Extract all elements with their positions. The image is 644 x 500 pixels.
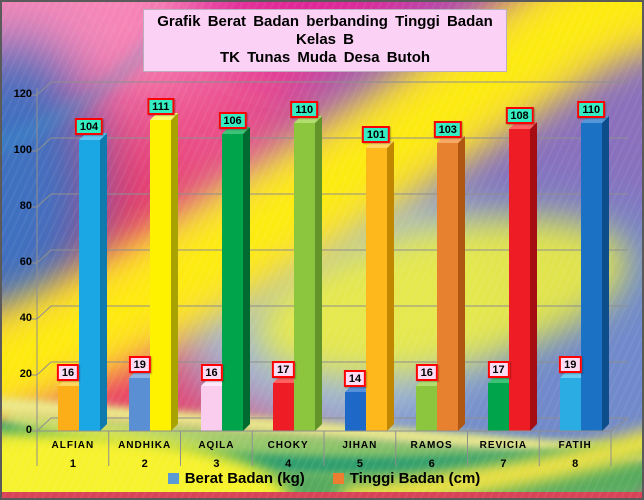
category-number: 5 — [356, 458, 363, 470]
bar-front-face — [222, 134, 243, 431]
bar-front-face — [129, 377, 151, 431]
y-tick-label: 100 — [13, 144, 32, 156]
data-label-berat-badan[interactable]: 17 — [272, 361, 295, 379]
bar-tinggi-badan[interactable] — [150, 113, 179, 431]
data-label-tinggi-badan[interactable]: 110 — [290, 101, 319, 118]
category-name: FATIH — [558, 440, 592, 451]
bar-front-face — [509, 128, 530, 431]
category-number: 2 — [141, 458, 148, 470]
y-tick-label: 60 — [19, 256, 32, 268]
data-label-berat-badan[interactable]: 17 — [487, 361, 510, 379]
bar-tinggi-badan[interactable] — [365, 141, 394, 431]
bar-front-face — [150, 120, 172, 431]
legend: Berat Badan (kg) Tinggi Badan (cm) — [2, 470, 642, 487]
legend-swatch-berat-badan-icon — [167, 473, 179, 484]
data-label-berat-badan[interactable]: 19 — [128, 355, 151, 373]
legend-label-berat-badan: Berat Badan (kg) — [184, 470, 305, 487]
chart-title[interactable]: Grafik Berat Badan berbanding Tinggi Bad… — [143, 9, 507, 72]
category-name: RAMOS — [410, 440, 453, 451]
bar-front-face — [365, 148, 387, 431]
bar-berat-badan[interactable] — [57, 379, 86, 431]
category-number: 7 — [500, 458, 507, 470]
bar-berat-badan[interactable] — [559, 370, 588, 431]
bar-tinggi-badan[interactable] — [222, 127, 250, 431]
category-number: 1 — [69, 458, 76, 470]
category-number: 6 — [428, 458, 435, 470]
bar-front-face — [559, 377, 581, 431]
category-number: 3 — [213, 458, 220, 470]
bar-front-face — [437, 142, 459, 431]
x-category-label: AQILA 3 — [181, 440, 253, 470]
x-category-label: ANDHIKA 2 — [109, 440, 181, 470]
data-label-berat-badan[interactable]: 16 — [200, 364, 223, 382]
bar-front-face — [78, 139, 100, 431]
x-category-label: CHOKY 4 — [252, 440, 324, 470]
category-name: AQILA — [198, 440, 235, 451]
chart-title-line-2: Kelas B — [295, 31, 355, 48]
y-tick-label: 120 — [13, 88, 32, 100]
y-tick-label: 0 — [25, 424, 32, 436]
data-label-tinggi-badan[interactable]: 111 — [147, 98, 175, 116]
y-tick-label: 40 — [19, 312, 32, 324]
bar-tinggi-badan[interactable] — [78, 132, 107, 431]
category-name: ANDHIKA — [118, 440, 172, 451]
data-label-tinggi-badan[interactable]: 106 — [218, 112, 247, 130]
category-name: CHOKY — [267, 440, 309, 451]
bar-front-face — [416, 386, 438, 431]
x-category-label: ALFIAN 1 — [37, 440, 109, 470]
data-label-tinggi-badan[interactable]: 110 — [577, 101, 606, 118]
bar-berat-badan[interactable] — [416, 379, 445, 431]
legend-label-tinggi-badan: Tinggi Badan (cm) — [349, 470, 481, 487]
bar-front-face — [201, 386, 222, 431]
bar-tinggi-badan[interactable] — [580, 116, 609, 431]
x-category-label: REVICIA 7 — [468, 440, 540, 470]
category-name: ALFIAN — [51, 440, 95, 451]
data-label-berat-badan[interactable]: 14 — [343, 369, 367, 387]
data-label-tinggi-badan[interactable]: 101 — [361, 126, 391, 144]
bar-front-face — [344, 391, 366, 431]
data-label-tinggi-badan[interactable]: 108 — [505, 106, 534, 124]
data-label-tinggi-badan[interactable]: 104 — [74, 117, 104, 135]
category-number: 8 — [572, 458, 579, 470]
chart-title-line-1: Grafik Berat Badan berbanding Tinggi Bad… — [157, 13, 493, 30]
bar-berat-badan[interactable] — [201, 379, 229, 431]
bar-tinggi-badan[interactable] — [293, 116, 322, 431]
category-name: REVICIA — [479, 440, 528, 451]
data-label-berat-badan[interactable]: 19 — [559, 355, 582, 373]
bar-front-face — [488, 383, 509, 431]
data-label-berat-badan[interactable]: 16 — [56, 364, 80, 382]
y-tick-label: 20 — [19, 368, 32, 380]
data-label-tinggi-badan[interactable]: 103 — [433, 120, 462, 138]
bar-berat-badan[interactable] — [272, 376, 301, 431]
legend-item-berat-badan[interactable]: Berat Badan (kg) — [167, 470, 305, 487]
data-label-berat-badan[interactable]: 16 — [415, 364, 438, 382]
bar-front-face — [293, 123, 315, 431]
bar-front-face — [580, 123, 602, 431]
category-number: 4 — [285, 458, 292, 470]
y-tick-label: 80 — [19, 200, 32, 212]
legend-swatch-tinggi-badan-icon — [332, 473, 344, 484]
chart-title-line-3: TK Tunas Muda Desa Butoh — [219, 49, 431, 66]
x-category-label: RAMOS 6 — [396, 440, 468, 470]
bar-tinggi-badan[interactable] — [509, 121, 537, 431]
x-category-label: FATIH 8 — [539, 440, 611, 470]
bar-berat-badan[interactable] — [344, 384, 373, 431]
legend-item-tinggi-badan[interactable]: Tinggi Badan (cm) — [332, 470, 481, 487]
bar-berat-badan[interactable] — [129, 370, 158, 431]
bar-tinggi-badan[interactable] — [437, 135, 466, 431]
x-category-label: JIHAN 5 — [324, 440, 396, 470]
bar-front-face — [272, 383, 294, 431]
category-name: JIHAN — [342, 440, 378, 451]
bar-berat-badan[interactable] — [488, 376, 516, 431]
bar-front-face — [57, 386, 79, 431]
